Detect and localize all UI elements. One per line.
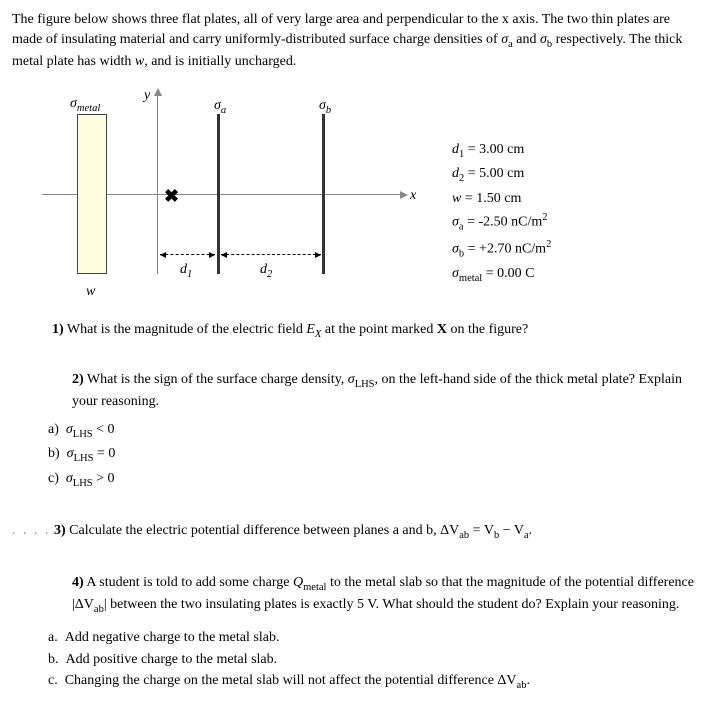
- value-sigma-b: σb = +2.70 nC/m2: [452, 237, 551, 263]
- dim-d1: [160, 254, 215, 256]
- label-x: x: [410, 186, 416, 206]
- question-2: 2) What is the sign of the surface charg…: [12, 370, 699, 412]
- question-4: 4) A student is told to add some charge …: [32, 573, 699, 618]
- value-w: w = 1.50 cm: [452, 188, 551, 210]
- q3-dots: . . . .: [12, 523, 51, 538]
- q3-number: 3): [54, 523, 66, 538]
- label-y: y: [144, 86, 150, 106]
- label-d2: d2: [260, 260, 272, 282]
- value-sigma-metal: σmetal = 0.00 C: [452, 263, 551, 288]
- value-d1: d1 = 3.00 cm: [452, 139, 551, 164]
- q4-number: 4): [72, 575, 84, 590]
- q2-number: 2): [72, 372, 84, 387]
- given-values: d1 = 3.00 cm d2 = 5.00 cm w = 1.50 cm σa…: [452, 139, 551, 288]
- question-1: 1) What is the magnitude of the electric…: [52, 320, 699, 342]
- metal-plate: [77, 114, 107, 274]
- q4-choice-b: b. Add positive charge to the metal slab…: [48, 650, 699, 670]
- dim-d2: [221, 254, 321, 256]
- q4-text: A student is told to add some charge Qme…: [72, 575, 694, 612]
- label-d1: d1: [180, 260, 192, 282]
- label-sigma-metal: σmetal: [70, 94, 100, 116]
- q4-choices: a. Add negative charge to the metal slab…: [48, 628, 699, 694]
- plate-a: [217, 114, 220, 274]
- q4-choice-a: a. Add negative charge to the metal slab…: [48, 628, 699, 648]
- point-x-marker: ✖: [164, 184, 179, 209]
- label-sigma-a: σa: [214, 96, 226, 118]
- figure: ✖ σmetal y σa σb x w d1 d2 d1 = 3.00 cm …: [42, 84, 662, 314]
- q1-number: 1): [52, 322, 64, 337]
- q2-choice-c: c) σLHS > 0: [48, 469, 699, 491]
- q2-choice-b: b) σLHS = 0: [48, 444, 699, 466]
- q2-choices: a) σLHS < 0 b) σLHS = 0 c) σLHS > 0: [48, 420, 699, 491]
- value-sigma-a: σa = -2.50 nC/m2: [452, 210, 551, 236]
- q4-choice-c: c. Changing the charge on the metal slab…: [48, 671, 699, 693]
- value-d2: d2 = 5.00 cm: [452, 163, 551, 188]
- intro-text: The figure below shows three flat plates…: [12, 10, 699, 72]
- label-sigma-b: σb: [319, 96, 331, 118]
- q2-choice-a: a) σLHS < 0: [48, 420, 699, 442]
- q2-text-a: What is the sign of the surface charge d…: [72, 372, 682, 409]
- y-axis: [157, 94, 158, 274]
- label-w: w: [86, 282, 95, 302]
- q3-text: Calculate the electric potential differe…: [69, 523, 532, 538]
- question-3: . . . . 3) Calculate the electric potent…: [12, 521, 699, 543]
- q1-text: What is the magnitude of the electric fi…: [67, 322, 528, 337]
- plate-b: [322, 114, 325, 274]
